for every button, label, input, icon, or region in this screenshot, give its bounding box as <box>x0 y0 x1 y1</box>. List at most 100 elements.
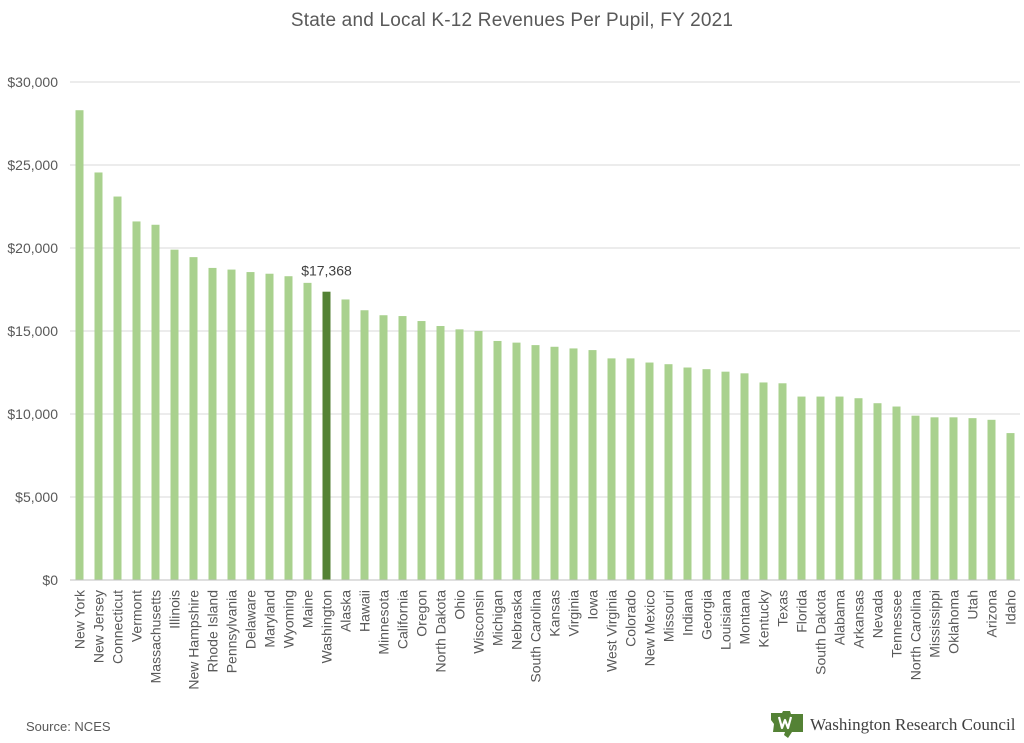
y-tick-label: $5,000 <box>15 489 58 505</box>
bar-nebraska <box>512 342 521 580</box>
bar-ohio <box>455 329 464 580</box>
bar-tennessee <box>892 406 901 580</box>
x-tick-label: Washington <box>319 590 335 663</box>
bar-massachusetts <box>151 224 160 580</box>
bar-north-dakota <box>436 326 445 580</box>
bar-virginia <box>569 348 578 580</box>
bar-vermont <box>132 221 141 580</box>
x-tick-label: Iowa <box>585 590 601 620</box>
x-tick-label: Oregon <box>414 590 430 637</box>
bar-michigan <box>493 340 502 580</box>
x-tick-label: New Hampshire <box>186 590 202 690</box>
x-tick-label: Oklahoma <box>946 590 962 654</box>
bar-arkansas <box>854 398 863 580</box>
bar-alabama <box>835 396 844 580</box>
y-tick-label: $10,000 <box>7 406 58 422</box>
data-label-washington: $17,368 <box>301 263 352 279</box>
bar-new-jersey <box>94 172 103 580</box>
bar-montana <box>740 373 749 580</box>
x-tick-label: Ohio <box>452 590 468 620</box>
x-tick-label: Indiana <box>680 590 696 636</box>
bar-mississippi <box>930 417 939 580</box>
x-tick-label: North Carolina <box>908 590 924 680</box>
x-tick-label: Georgia <box>699 590 715 640</box>
x-tick-label: Rhode Island <box>205 590 221 673</box>
y-tick-label: $0 <box>42 572 58 588</box>
bar-louisiana <box>721 371 730 580</box>
x-tick-label: Missouri <box>661 590 677 642</box>
bar-washington <box>322 291 331 580</box>
bar-kentucky <box>759 382 768 580</box>
x-tick-label: Texas <box>775 590 791 627</box>
bar-new-york <box>75 110 84 580</box>
source-note: Source: NCES <box>26 719 111 734</box>
x-tick-label: Vermont <box>129 590 145 642</box>
bar-oklahoma <box>949 417 958 580</box>
x-tick-label: Kentucky <box>756 590 772 648</box>
x-tick-label: Wisconsin <box>471 590 487 654</box>
bar-delaware <box>246 272 255 580</box>
x-tick-label: South Carolina <box>528 590 544 683</box>
bar-north-carolina <box>911 415 920 580</box>
x-tick-label: Mississippi <box>927 590 943 658</box>
bar-new-mexico <box>645 362 654 580</box>
x-tick-label: Utah <box>965 590 981 620</box>
bar-kansas <box>550 346 559 580</box>
x-tick-label: Connecticut <box>110 590 126 664</box>
bar-iowa <box>588 350 597 580</box>
bar-rhode-island <box>208 267 217 580</box>
x-tick-label: Pennsylvania <box>224 590 240 673</box>
bar-new-hampshire <box>189 257 198 580</box>
bar-arizona <box>987 419 996 580</box>
x-tick-label: Louisiana <box>718 590 734 650</box>
x-tick-label: Delaware <box>243 590 259 649</box>
x-tick-label: North Dakota <box>433 590 449 673</box>
x-tick-label: Arizona <box>984 590 1000 638</box>
bar-florida <box>797 396 806 580</box>
x-tick-label: Michigan <box>490 590 506 646</box>
bar-south-dakota <box>816 396 825 580</box>
bar-missouri <box>664 364 673 580</box>
x-tick-label: Idaho <box>1003 590 1019 625</box>
x-tick-label: Wyoming <box>281 590 297 648</box>
bar-hawaii <box>360 310 369 580</box>
x-tick-label: Hawaii <box>357 590 373 632</box>
x-tick-label: New Mexico <box>642 590 658 666</box>
x-tick-label: Nevada <box>870 590 886 638</box>
wrc-logo: Washington Research Council <box>770 710 1015 740</box>
x-tick-label: New York <box>72 589 88 649</box>
x-tick-label: Tennessee <box>889 590 905 658</box>
bar-pennsylvania <box>227 269 236 580</box>
x-tick-label: Arkansas <box>851 590 867 648</box>
bar-oregon <box>417 321 426 580</box>
bar-texas <box>778 383 787 580</box>
bar-south-carolina <box>531 345 540 580</box>
x-tick-label: Maryland <box>262 590 278 648</box>
x-tick-label: Montana <box>737 590 753 645</box>
bar-illinois <box>170 249 179 580</box>
x-tick-label: West Virginia <box>604 590 620 672</box>
x-tick-label: California <box>395 590 411 649</box>
x-tick-label: Nebraska <box>509 590 525 650</box>
bar-idaho <box>1006 433 1015 580</box>
x-tick-label: Virginia <box>566 590 582 637</box>
x-tick-label: Minnesota <box>376 590 392 655</box>
y-tick-label: $30,000 <box>7 74 58 90</box>
y-tick-label: $15,000 <box>7 323 58 339</box>
x-tick-label: Alaska <box>338 590 354 632</box>
x-tick-label: Kansas <box>547 590 563 637</box>
bar-connecticut <box>113 196 122 581</box>
bar-indiana <box>683 367 692 580</box>
x-tick-label: Illinois <box>167 590 183 629</box>
x-tick-label: Florida <box>794 590 810 633</box>
x-tick-label: Alabama <box>832 590 848 645</box>
x-tick-label: New Jersey <box>91 590 107 663</box>
bar-utah <box>968 418 977 580</box>
bar-wyoming <box>284 276 293 580</box>
bar-maryland <box>265 273 274 580</box>
bar-colorado <box>626 358 635 580</box>
bar-alaska <box>341 299 350 580</box>
bar-maine <box>303 282 312 580</box>
bar-minnesota <box>379 315 388 580</box>
y-tick-label: $25,000 <box>7 157 58 173</box>
